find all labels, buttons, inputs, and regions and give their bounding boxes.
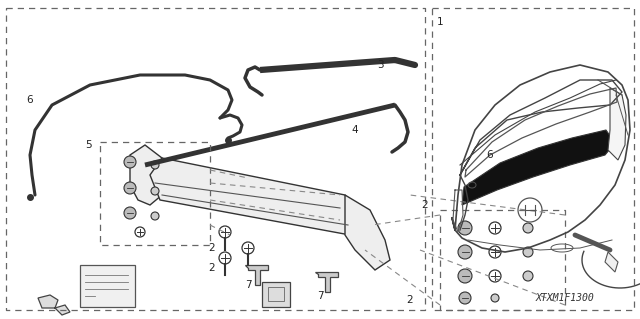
- Polygon shape: [245, 265, 268, 285]
- Polygon shape: [38, 295, 70, 315]
- Circle shape: [151, 161, 159, 169]
- Text: 2: 2: [209, 243, 215, 253]
- Polygon shape: [605, 252, 618, 272]
- Circle shape: [491, 294, 499, 302]
- Polygon shape: [345, 195, 390, 270]
- Text: 3: 3: [377, 60, 383, 70]
- Polygon shape: [315, 272, 338, 292]
- Text: 2: 2: [422, 200, 428, 210]
- Text: 1: 1: [436, 17, 444, 27]
- Circle shape: [124, 207, 136, 219]
- Text: 2: 2: [406, 295, 413, 305]
- Circle shape: [124, 156, 136, 168]
- Circle shape: [458, 269, 472, 283]
- Circle shape: [459, 292, 471, 304]
- Bar: [262, 282, 290, 307]
- Polygon shape: [462, 130, 615, 205]
- Circle shape: [523, 247, 533, 257]
- Text: 7: 7: [317, 291, 323, 301]
- Polygon shape: [150, 158, 365, 235]
- Text: 4: 4: [352, 125, 358, 135]
- Text: 5: 5: [84, 140, 92, 150]
- Circle shape: [523, 271, 533, 281]
- Polygon shape: [608, 88, 626, 160]
- Circle shape: [124, 182, 136, 194]
- Circle shape: [151, 187, 159, 195]
- Circle shape: [151, 212, 159, 220]
- Circle shape: [458, 245, 472, 259]
- Text: 7: 7: [244, 280, 252, 290]
- Circle shape: [523, 223, 533, 233]
- Polygon shape: [130, 145, 168, 205]
- Text: 2: 2: [209, 263, 215, 273]
- Bar: [80, 265, 135, 307]
- Circle shape: [458, 221, 472, 235]
- Text: XTXM1F1300: XTXM1F1300: [536, 293, 595, 303]
- Bar: [268, 287, 284, 301]
- Text: 6: 6: [486, 150, 493, 160]
- Text: 6: 6: [27, 95, 33, 105]
